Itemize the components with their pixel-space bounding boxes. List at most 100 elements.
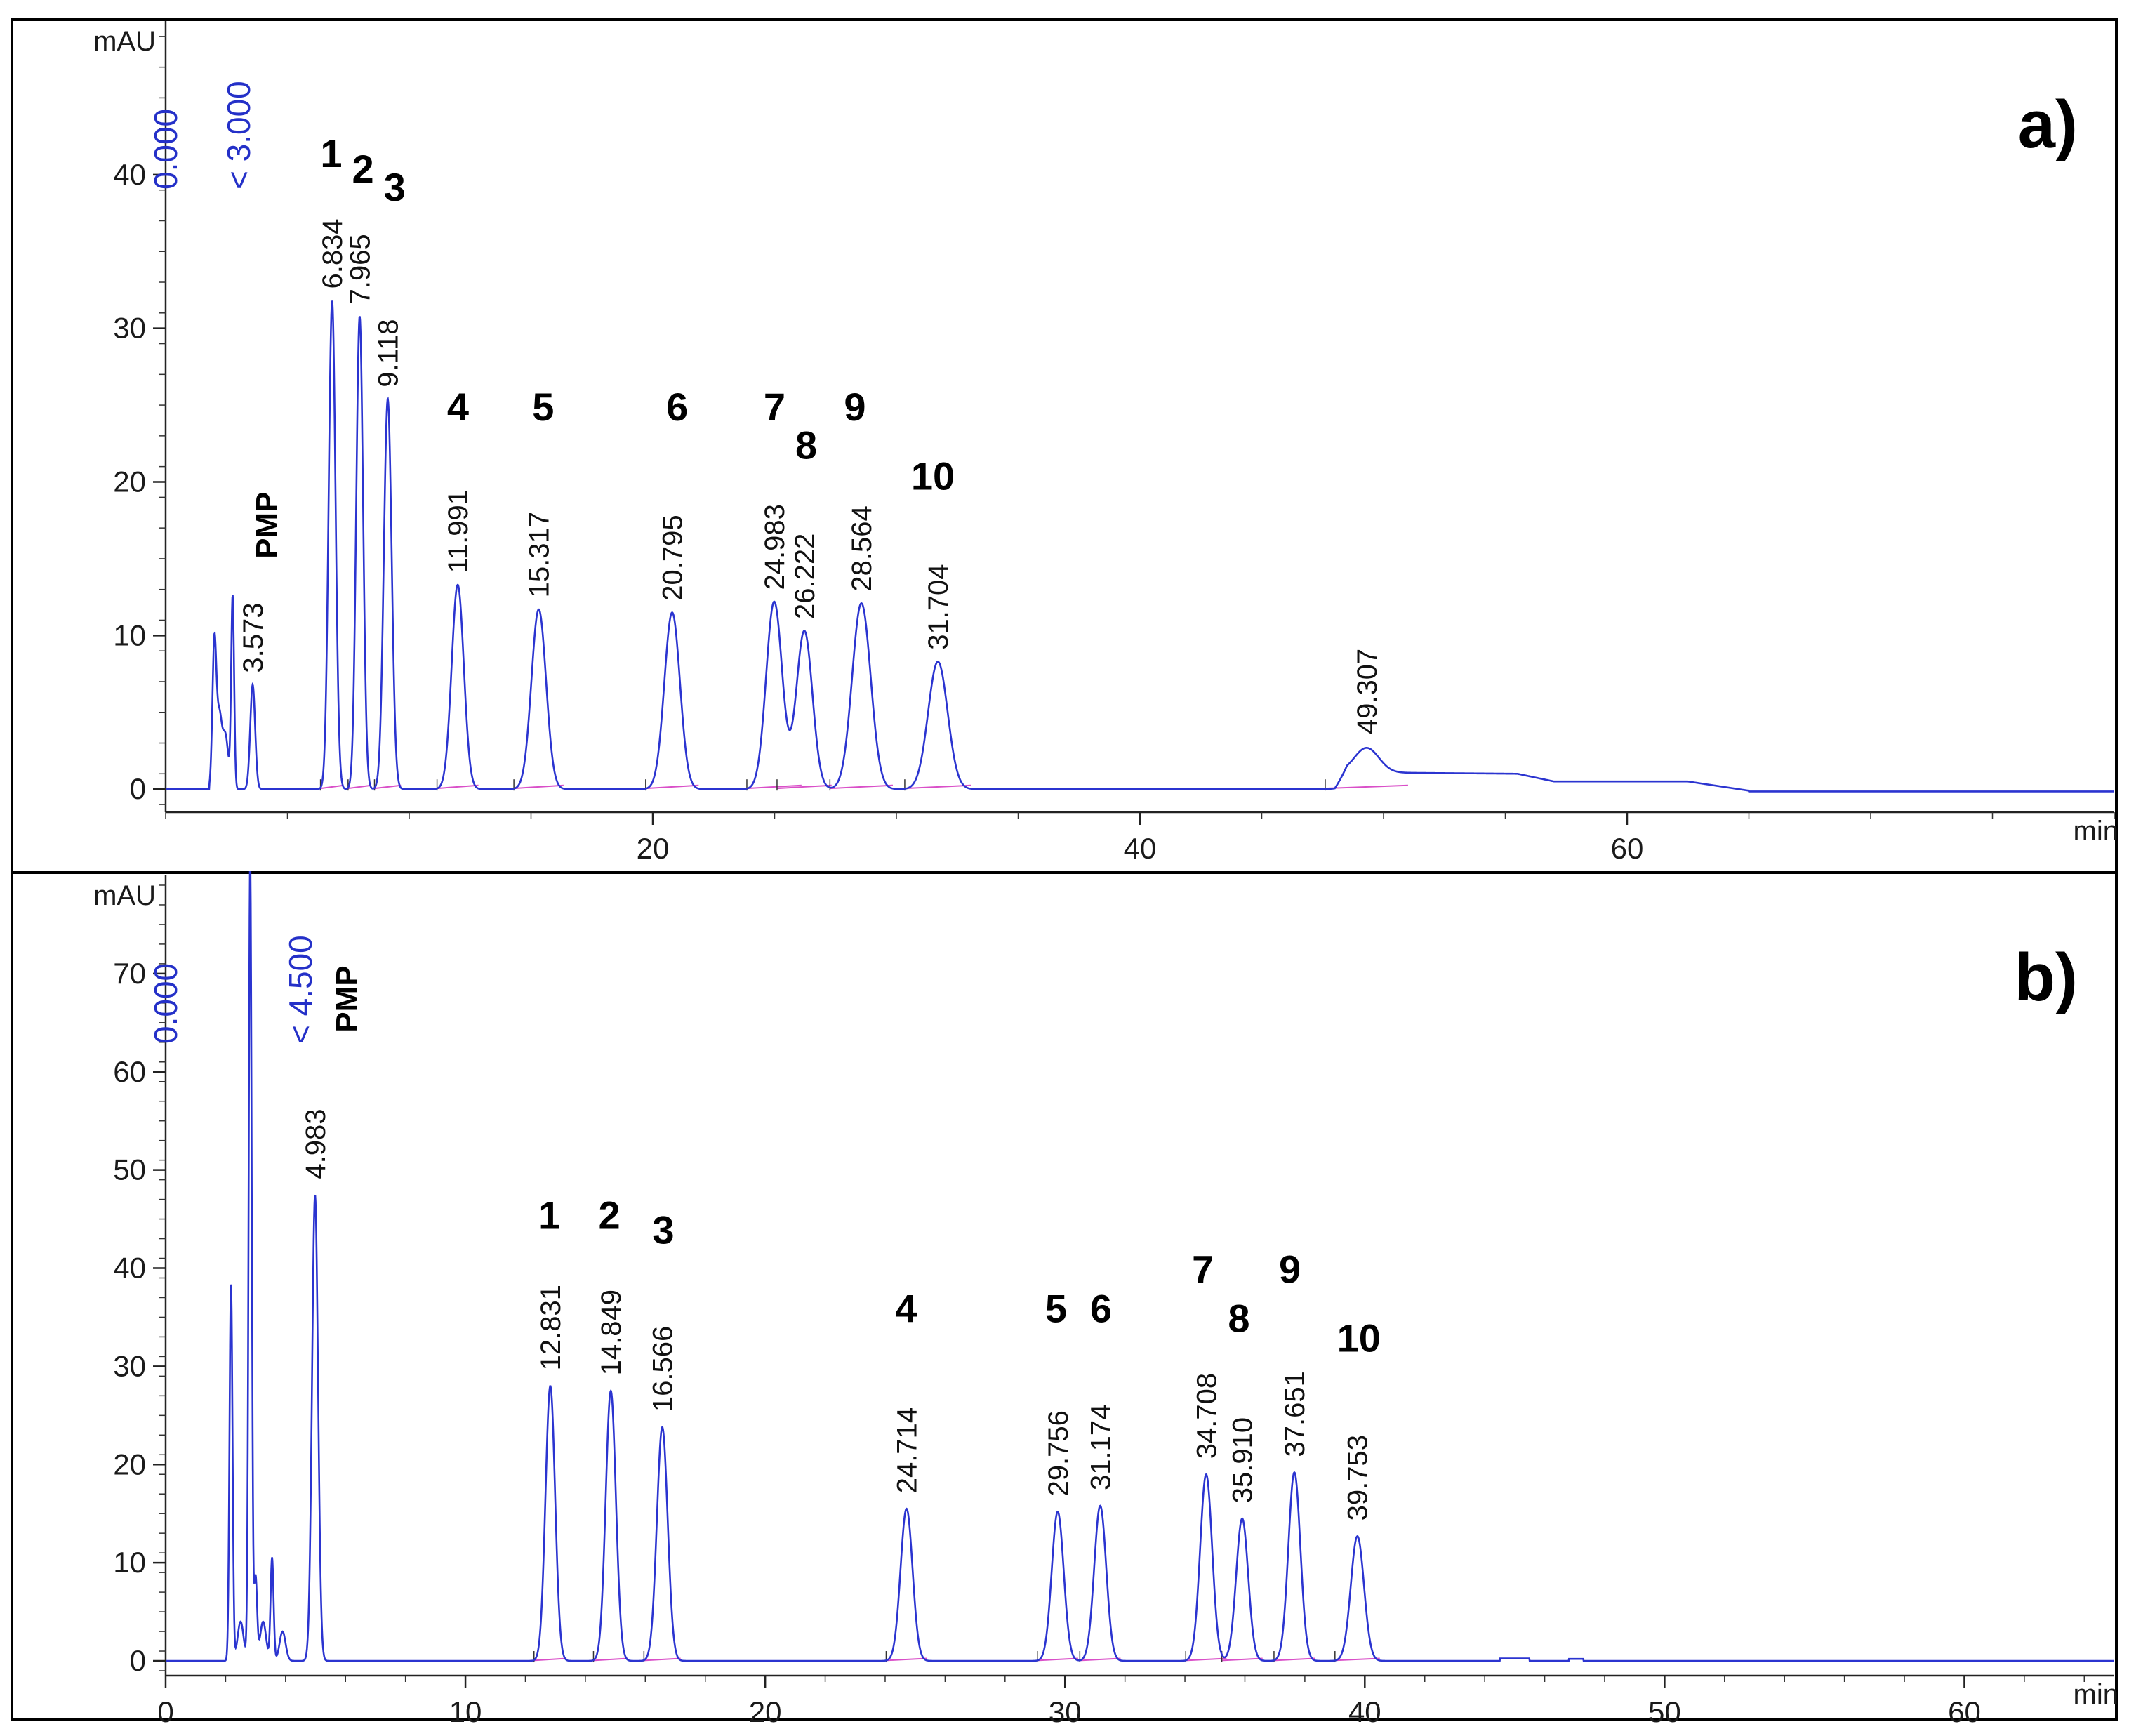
- integration-baseline: [776, 784, 832, 790]
- peak-number-label: 2: [352, 147, 373, 191]
- integration-baseline: [437, 784, 479, 790]
- retention-time-label: 49.307: [1352, 649, 1383, 734]
- peak-number-label: 1: [320, 131, 342, 175]
- integration-baseline: [1186, 1657, 1227, 1662]
- integration-baseline: [1080, 1657, 1121, 1662]
- pmp-label: PMP: [330, 965, 364, 1032]
- y-tick-label: 30: [113, 312, 146, 345]
- integration-baseline: [320, 784, 344, 790]
- integration-baseline: [746, 784, 802, 790]
- peak-number-label: 3: [652, 1208, 674, 1252]
- peak-number-label: 4: [895, 1286, 917, 1330]
- retention-time-label: 35.910: [1228, 1417, 1259, 1503]
- event-marker-label: < 3.000: [220, 81, 257, 190]
- peak-number-label: 5: [1045, 1286, 1067, 1330]
- integration-baseline: [904, 784, 971, 790]
- integration-baseline: [1334, 1657, 1380, 1662]
- retention-time-label: 31.174: [1085, 1405, 1116, 1490]
- y-axis-label: mAU: [93, 26, 156, 57]
- retention-time-label: 37.651: [1280, 1371, 1311, 1457]
- integration-baseline: [830, 784, 894, 790]
- retention-time-label: 24.714: [891, 1407, 922, 1493]
- retention-time-label: 12.831: [536, 1285, 566, 1370]
- y-tick-label: 40: [113, 1252, 146, 1285]
- retention-time-label: 9.118: [373, 319, 404, 387]
- peak-number-label: 6: [666, 385, 688, 429]
- retention-time-label: 15.317: [524, 512, 555, 597]
- x-tick-label: 20: [637, 832, 670, 865]
- x-tick-label: 0: [157, 1695, 173, 1728]
- y-tick-label: 20: [113, 1447, 146, 1480]
- peak-number-label: 4: [447, 385, 469, 429]
- peak-number-label: 8: [795, 423, 817, 468]
- peak-number-label: 9: [1279, 1247, 1301, 1291]
- panel-label: b): [2014, 940, 2078, 1015]
- x-axis-label: min: [2074, 816, 2118, 847]
- y-tick-label: 0: [130, 1644, 146, 1677]
- y-tick-label: 40: [113, 158, 146, 191]
- retention-time-label: 20.795: [658, 515, 689, 600]
- y-tick-label: 20: [113, 465, 146, 498]
- peak-number-label: 10: [911, 453, 955, 498]
- integration-baseline: [593, 1657, 628, 1662]
- x-tick-label: 30: [1049, 1695, 1082, 1728]
- integration-baseline: [1273, 1657, 1315, 1662]
- y-tick-label: 60: [113, 1055, 146, 1088]
- pmp-label: PMP: [250, 492, 284, 559]
- peak-number-label: 8: [1228, 1296, 1249, 1340]
- y-tick-label: 30: [113, 1349, 146, 1382]
- retention-time-label: 28.564: [847, 505, 877, 591]
- y-axis-label: mAU: [93, 880, 156, 911]
- x-tick-label: 60: [1611, 832, 1644, 865]
- y-tick-label: 0: [130, 772, 146, 805]
- chromatogram-trace: [166, 300, 2114, 793]
- retention-time-label: 6.834: [317, 218, 348, 289]
- retention-time-label: 24.983: [760, 504, 790, 590]
- integration-baseline: [645, 784, 699, 790]
- figure-frame: [11, 18, 2118, 1721]
- retention-time-label: 3.573: [238, 603, 269, 673]
- retention-time-label: 31.704: [923, 564, 954, 649]
- y-tick-label: 10: [113, 618, 146, 651]
- retention-time-label: 26.222: [790, 534, 821, 619]
- retention-time-label: 16.566: [647, 1326, 678, 1412]
- event-marker-label: 0.000: [147, 109, 184, 190]
- integration-baseline: [533, 1657, 567, 1662]
- integration-baseline: [347, 784, 372, 790]
- peak-number-label: 10: [1337, 1316, 1381, 1360]
- retention-time-label: 34.708: [1191, 1373, 1222, 1459]
- integration-baseline: [886, 1657, 927, 1662]
- event-marker-label: 0.000: [147, 963, 184, 1044]
- event-marker-label: < 4.500: [282, 935, 319, 1044]
- x-axis-label: min: [2074, 1679, 2118, 1710]
- retention-time-label: 7.965: [345, 234, 376, 304]
- integration-baseline: [1325, 784, 1408, 790]
- peak-number-label: 2: [598, 1193, 620, 1238]
- peak-number-label: 7: [764, 385, 785, 429]
- peak-number-label: 6: [1090, 1286, 1112, 1330]
- peak-number-label: 5: [532, 385, 554, 429]
- x-tick-label: 10: [449, 1695, 482, 1728]
- peak-number-label: 7: [1192, 1247, 1214, 1291]
- x-tick-label: 50: [1648, 1695, 1681, 1728]
- y-tick-label: 50: [113, 1153, 146, 1186]
- peak-number-label: 9: [844, 385, 865, 429]
- x-tick-label: 20: [749, 1695, 782, 1728]
- integration-baseline: [1037, 1657, 1078, 1662]
- retention-time-label: 14.849: [596, 1290, 627, 1375]
- x-tick-label: 40: [1124, 832, 1157, 865]
- integration-baseline: [644, 1657, 681, 1662]
- peak-number-label: 3: [384, 165, 406, 209]
- panel-b-chromatogram: 0 10 20 30 40 50 60 70 0 10 20 30 40 50 60 mAU min b) 4.98…: [93, 871, 2118, 1728]
- panel-label: a): [2018, 87, 2078, 162]
- chromatogram-trace: [166, 871, 2114, 1662]
- retention-time-label: 39.753: [1343, 1435, 1374, 1520]
- x-tick-label: 60: [1948, 1695, 1981, 1728]
- retention-time-label: 29.756: [1043, 1410, 1074, 1496]
- y-tick-label: 70: [113, 957, 146, 990]
- integration-baseline: [1221, 1657, 1263, 1662]
- x-tick-label: 40: [1348, 1695, 1381, 1728]
- retention-time-label: 4.983: [300, 1109, 331, 1179]
